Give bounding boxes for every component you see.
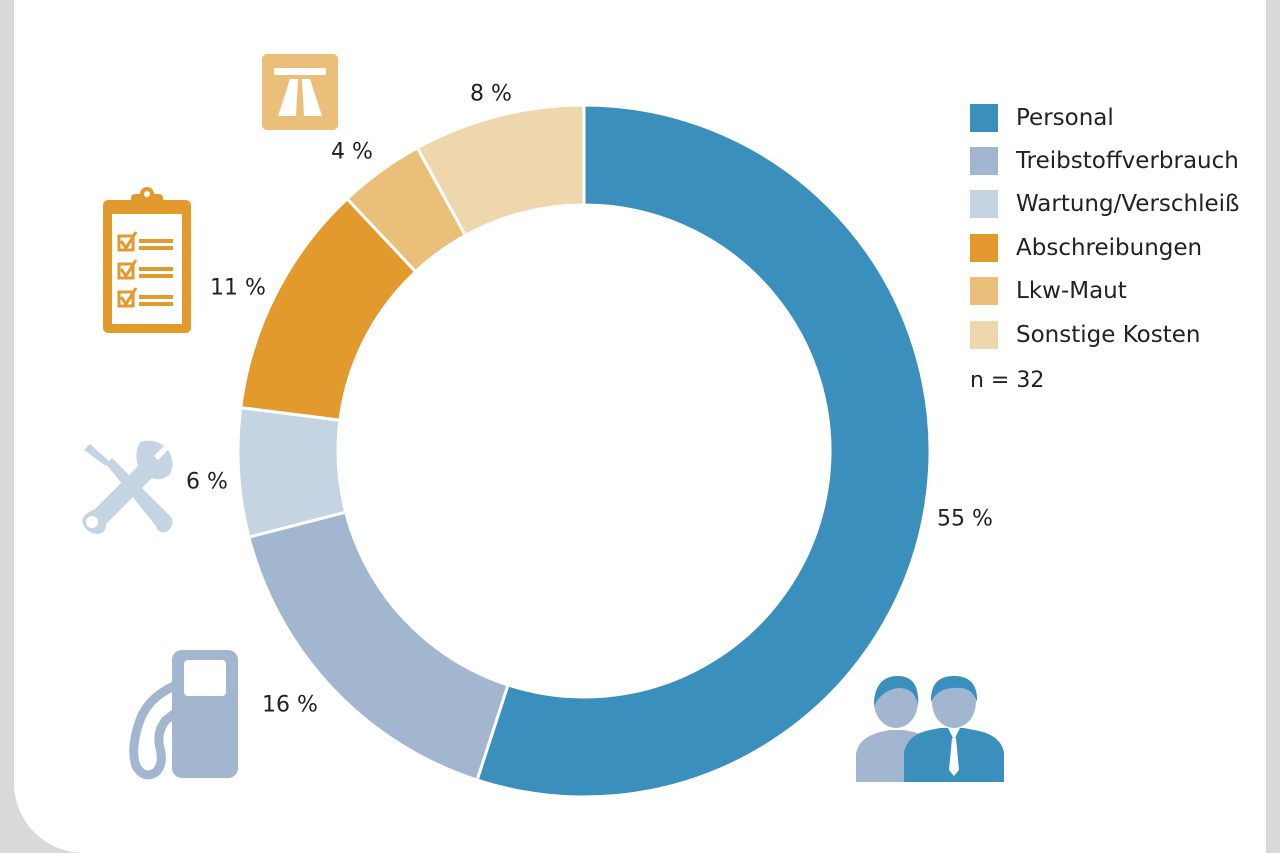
- legend-item-maut: Lkw-Maut: [970, 270, 1240, 313]
- legend-item-personal: Personal: [970, 96, 1240, 139]
- legend-label-sonstige: Sonstige Kosten: [1016, 321, 1201, 348]
- legend-label-wartung: Wartung/Verschleiß: [1016, 191, 1240, 218]
- data-label-sonstige: 8 %: [470, 81, 512, 107]
- legend-label-maut: Lkw-Maut: [1016, 278, 1127, 305]
- slice-wartung: [236, 405, 348, 539]
- legend-label-abschreibungen: Abschreibungen: [1016, 234, 1203, 261]
- legend-swatch-wartung: [970, 190, 998, 219]
- legend-item-treibstoff: Treibstoffverbrauch: [970, 139, 1240, 182]
- legend-swatch-sonstige: [970, 320, 998, 349]
- data-label-abschreibungen: 11 %: [210, 275, 266, 301]
- sample-size-note: n = 32: [970, 368, 1045, 393]
- data-label-wartung: 6 %: [186, 469, 228, 495]
- data-label-maut: 4 %: [331, 139, 373, 165]
- highway-icon: [262, 54, 338, 130]
- legend-item-sonstige: Sonstige Kosten: [970, 313, 1240, 356]
- legend-swatch-maut: [970, 277, 998, 306]
- legend-item-abschreibungen: Abschreibungen: [970, 226, 1240, 269]
- data-label-treibstoff: 16 %: [262, 692, 318, 718]
- people-icon: [856, 676, 1004, 782]
- legend: Personal Treibstoffverbrauch Wartung/Ver…: [970, 96, 1240, 356]
- data-label-personal: 55 %: [937, 506, 993, 532]
- legend-swatch-abschreibungen: [970, 233, 998, 262]
- legend-item-wartung: Wartung/Verschleiß: [970, 183, 1240, 226]
- slice-personal: [475, 103, 932, 799]
- slice-sonstige: [415, 103, 586, 238]
- legend-label-treibstoff: Treibstoffverbrauch: [1016, 148, 1239, 175]
- legend-swatch-treibstoff: [970, 147, 998, 176]
- fuel-pump-icon: [129, 650, 238, 780]
- legend-swatch-personal: [970, 103, 998, 132]
- legend-label-personal: Personal: [1016, 104, 1114, 131]
- clipboard-checklist-icon: [103, 187, 191, 333]
- tools-icon: [82, 440, 173, 534]
- slice-treibstoff: [247, 510, 510, 782]
